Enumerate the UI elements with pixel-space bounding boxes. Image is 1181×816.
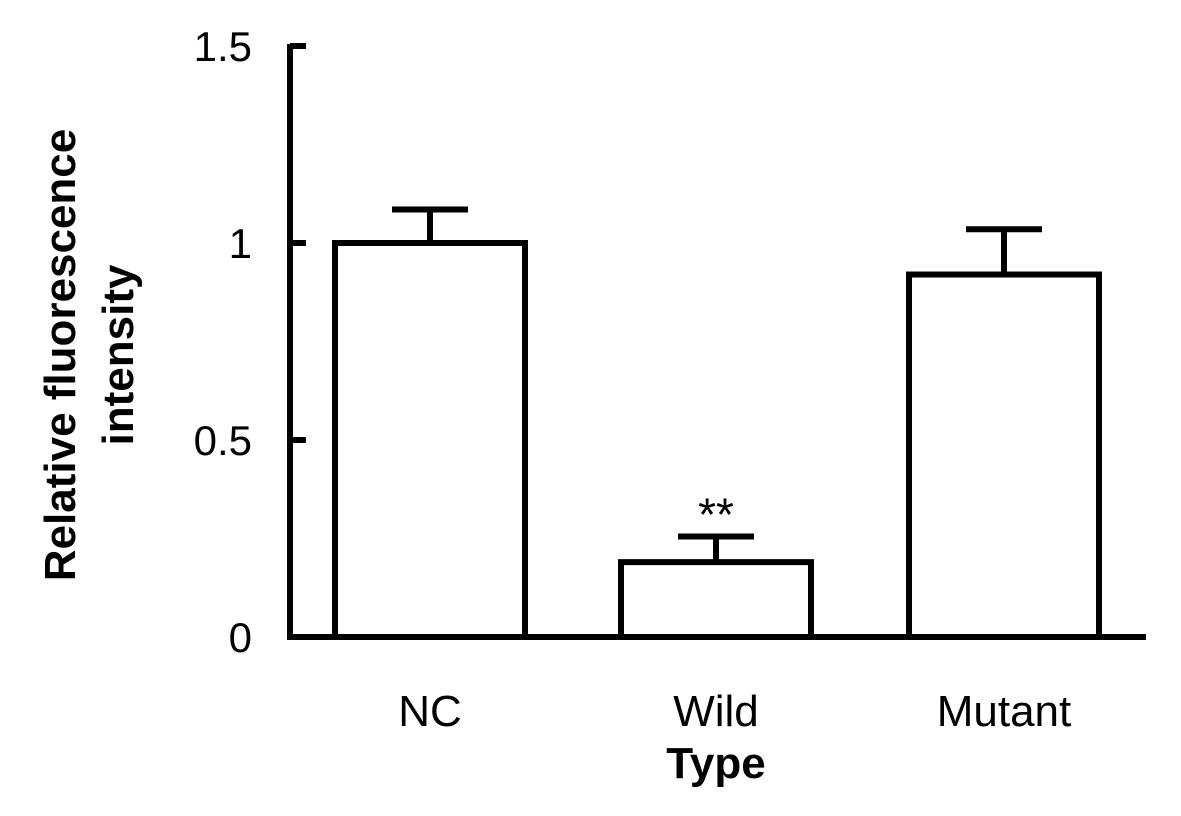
x-tick-label: NC bbox=[398, 687, 462, 736]
x-tick-label: Wild bbox=[673, 687, 759, 736]
bar bbox=[906, 271, 1102, 640]
y-axis-label: Relative fluorescence intensity bbox=[36, 129, 143, 581]
bar bbox=[618, 559, 814, 641]
y-tick-label: 1 bbox=[229, 220, 252, 267]
y-tick-label: 1.5 bbox=[194, 23, 252, 70]
y-tick-label: 0.5 bbox=[194, 417, 252, 464]
y-axis-label-line-2: intensity bbox=[94, 264, 143, 445]
significance-annotation: ** bbox=[698, 489, 734, 541]
x-tick-label: Type bbox=[666, 739, 765, 788]
y-axis-label-line-1: Relative fluorescence bbox=[36, 129, 85, 581]
bar bbox=[332, 240, 528, 640]
x-tick-label: Mutant bbox=[937, 687, 1072, 736]
y-tick-label: 0 bbox=[229, 614, 252, 661]
